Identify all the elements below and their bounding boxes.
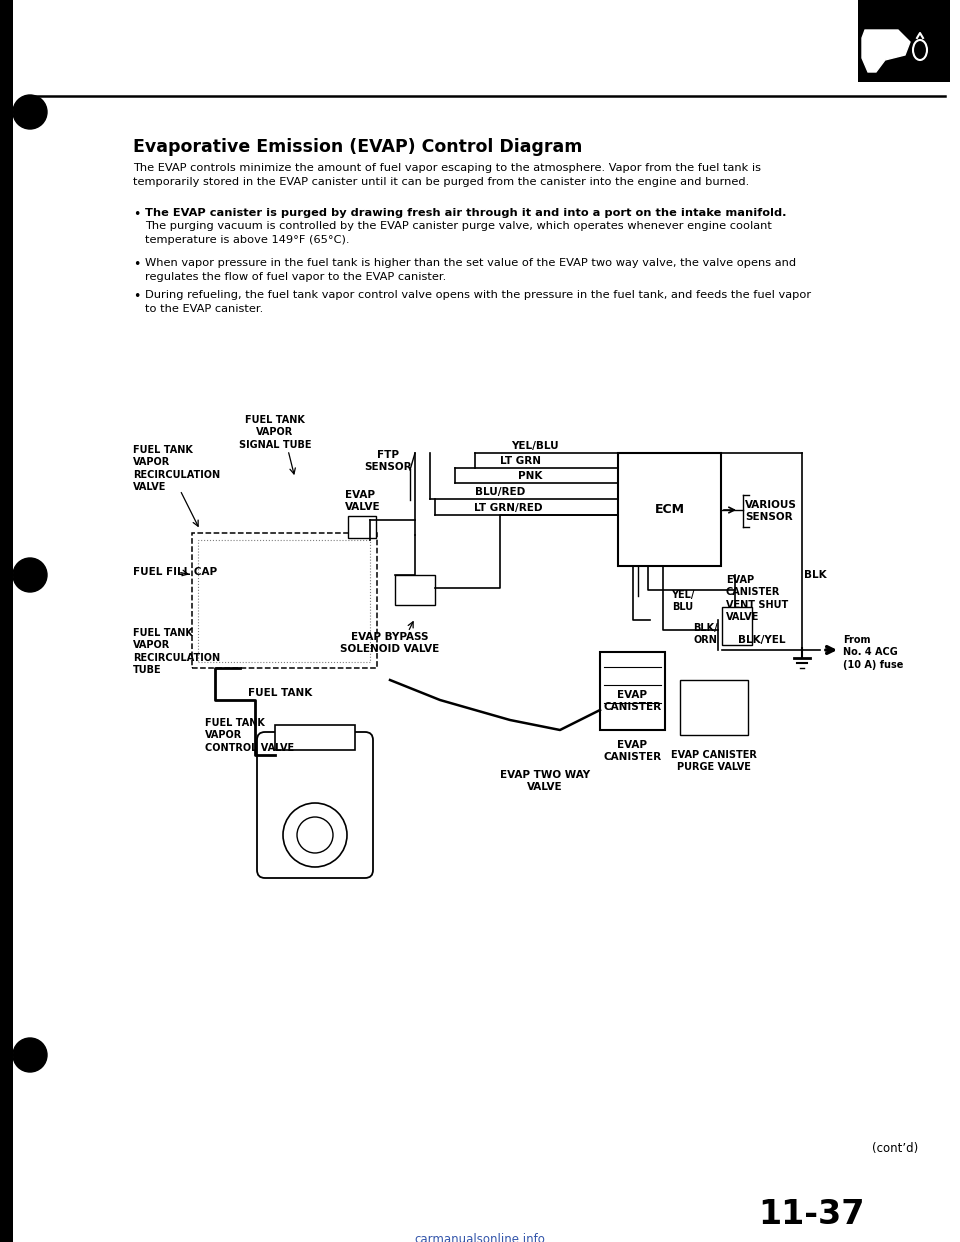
- Text: FUEL TANK: FUEL TANK: [248, 688, 312, 698]
- Bar: [680, 681, 748, 735]
- Circle shape: [13, 94, 47, 129]
- Circle shape: [13, 558, 47, 592]
- Text: BLK: BLK: [804, 570, 827, 580]
- Bar: [348, 515, 376, 538]
- Text: FUEL TANK
VAPOR
SIGNAL TUBE: FUEL TANK VAPOR SIGNAL TUBE: [239, 415, 311, 450]
- Text: When vapor pressure in the fuel tank is higher than the set value of the EVAP tw: When vapor pressure in the fuel tank is …: [145, 258, 796, 282]
- Bar: [0, 0, 13, 1242]
- Text: LT GRN/RED: LT GRN/RED: [473, 503, 542, 513]
- Ellipse shape: [913, 40, 927, 60]
- Bar: [722, 607, 752, 645]
- Text: EVAP TWO WAY
VALVE: EVAP TWO WAY VALVE: [500, 770, 590, 792]
- Text: •: •: [133, 289, 140, 303]
- Text: •: •: [133, 258, 140, 271]
- Text: carmanualsonline.info: carmanualsonline.info: [415, 1233, 545, 1242]
- Bar: [275, 725, 355, 750]
- Text: EVAP
VALVE: EVAP VALVE: [345, 491, 380, 513]
- Polygon shape: [862, 30, 910, 72]
- Text: FUEL TANK
VAPOR
CONTROL VALVE: FUEL TANK VAPOR CONTROL VALVE: [205, 718, 294, 753]
- Text: FTP
SENSOR: FTP SENSOR: [364, 450, 412, 472]
- Bar: [618, 453, 721, 566]
- Text: PNK: PNK: [517, 471, 542, 481]
- Text: 11-37: 11-37: [758, 1199, 865, 1231]
- Text: From
No. 4 ACG
(10 A) fuse: From No. 4 ACG (10 A) fuse: [843, 635, 903, 669]
- Text: FUEL TANK
VAPOR
RECIRCULATION
VALVE: FUEL TANK VAPOR RECIRCULATION VALVE: [133, 445, 220, 492]
- FancyBboxPatch shape: [257, 732, 373, 878]
- Text: BLK/YEL: BLK/YEL: [738, 635, 785, 645]
- Text: BLU/RED: BLU/RED: [475, 487, 525, 497]
- Bar: [395, 575, 435, 605]
- Text: ECM: ECM: [655, 503, 684, 515]
- Text: The purging vacuum is controlled by the EVAP canister purge valve, which operate: The purging vacuum is controlled by the …: [145, 221, 772, 245]
- Text: FUEL FILL CAP: FUEL FILL CAP: [133, 568, 217, 578]
- Text: YEL/
BLU: YEL/ BLU: [671, 590, 695, 611]
- Circle shape: [13, 1038, 47, 1072]
- FancyBboxPatch shape: [192, 533, 377, 668]
- Text: EVAP
CANISTER
VENT SHUT
VALVE: EVAP CANISTER VENT SHUT VALVE: [726, 575, 788, 622]
- Text: EVAP CANISTER
PURGE VALVE: EVAP CANISTER PURGE VALVE: [671, 750, 756, 773]
- Text: EVAP BYPASS
SOLENOID VALVE: EVAP BYPASS SOLENOID VALVE: [341, 632, 440, 655]
- Text: FUEL TANK
VAPOR
RECIRCULATION
TUBE: FUEL TANK VAPOR RECIRCULATION TUBE: [133, 628, 220, 676]
- Text: LT GRN: LT GRN: [499, 456, 540, 466]
- Circle shape: [297, 817, 333, 853]
- Text: (cont’d): (cont’d): [872, 1141, 919, 1155]
- Text: VARIOUS
SENSOR: VARIOUS SENSOR: [745, 501, 797, 523]
- Text: BLK/
ORN: BLK/ ORN: [693, 623, 717, 645]
- Text: •: •: [133, 207, 140, 221]
- Text: EVAP
CANISTER: EVAP CANISTER: [604, 740, 661, 763]
- Text: YEL/BLU: YEL/BLU: [511, 441, 559, 451]
- Bar: [600, 652, 665, 730]
- Text: The EVAP controls minimize the amount of fuel vapor escaping to the atmosphere. : The EVAP controls minimize the amount of…: [133, 163, 761, 186]
- Text: Evaporative Emission (EVAP) Control Diagram: Evaporative Emission (EVAP) Control Diag…: [133, 138, 583, 156]
- Text: EVAP
CANISTER: EVAP CANISTER: [604, 689, 661, 712]
- Bar: [858, 0, 950, 82]
- Text: During refueling, the fuel tank vapor control valve opens with the pressure in t: During refueling, the fuel tank vapor co…: [145, 289, 811, 313]
- Text: The EVAP canister is purged by drawing fresh air through it and into a port on t: The EVAP canister is purged by drawing f…: [145, 207, 786, 219]
- Circle shape: [283, 804, 347, 867]
